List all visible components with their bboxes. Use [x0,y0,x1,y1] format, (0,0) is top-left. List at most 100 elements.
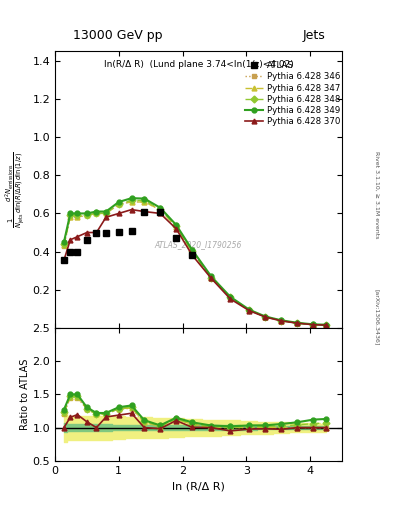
Pythia 6.428 346 [279,317,284,324]
Text: Rivet 3.1.10, ≥ 3.1M events: Rivet 3.1.10, ≥ 3.1M events [374,151,379,238]
Pythia 6.428 349 [116,199,121,205]
Pythia 6.428 349 [295,319,299,326]
Pythia 6.428 346 [62,243,66,249]
ATLAS [116,228,121,234]
Pythia 6.428 346 [323,322,328,328]
Pythia 6.428 349 [279,317,284,324]
Pythia 6.428 349 [94,208,99,215]
Pythia 6.428 349 [323,322,328,328]
Pythia 6.428 347 [158,206,163,212]
Legend: ATLAS, Pythia 6.428 346, Pythia 6.428 347, Pythia 6.428 348, Pythia 6.428 349, P: ATLAS, Pythia 6.428 346, Pythia 6.428 34… [244,59,342,127]
Pythia 6.428 348 [129,198,134,204]
Pythia 6.428 349 [158,205,163,211]
Pythia 6.428 347 [263,314,268,320]
Pythia 6.428 348 [323,322,328,328]
Pythia 6.428 349 [174,222,178,228]
Pythia 6.428 349 [75,210,80,217]
Pythia 6.428 348 [104,210,108,216]
Pythia 6.428 370 [279,318,284,324]
ATLAS [142,208,147,215]
Pythia 6.428 370 [94,229,99,236]
ATLAS [68,248,73,254]
Pythia 6.428 348 [84,212,89,218]
Pythia 6.428 348 [75,212,80,219]
Pythia 6.428 346 [228,294,233,301]
Pythia 6.428 348 [295,320,299,326]
Pythia 6.428 348 [174,223,178,229]
Pythia 6.428 346 [295,320,299,326]
Pythia 6.428 370 [263,314,268,320]
Pythia 6.428 349 [209,273,213,280]
Pythia 6.428 348 [279,317,284,324]
Y-axis label: Ratio to ATLAS: Ratio to ATLAS [20,359,29,430]
Pythia 6.428 370 [116,210,121,217]
Pythia 6.428 346 [68,214,73,220]
Pythia 6.428 348 [142,198,147,204]
Pythia 6.428 347 [94,210,99,217]
Pythia 6.428 348 [68,212,73,219]
Pythia 6.428 348 [62,241,66,247]
Pythia 6.428 348 [158,206,163,212]
Pythia 6.428 348 [228,294,233,301]
Text: Jets: Jets [303,29,326,42]
Text: [arXiv:1306.3436]: [arXiv:1306.3436] [374,289,379,346]
Pythia 6.428 370 [295,320,299,326]
Pythia 6.428 346 [190,248,195,254]
Pythia 6.428 347 [116,201,121,207]
ATLAS [158,208,163,215]
Pythia 6.428 346 [174,224,178,230]
Pythia 6.428 349 [263,313,268,319]
Pythia 6.428 370 [209,275,213,282]
Pythia 6.428 349 [129,195,134,201]
Pythia 6.428 370 [68,237,73,243]
Pythia 6.428 349 [190,247,195,253]
Pythia 6.428 348 [263,314,268,320]
Pythia 6.428 348 [116,201,121,207]
Pythia 6.428 348 [311,322,316,328]
Pythia 6.428 346 [209,275,213,281]
ATLAS [190,252,195,259]
Pythia 6.428 347 [84,212,89,219]
Pythia 6.428 370 [228,296,233,302]
Line: ATLAS: ATLAS [61,209,195,263]
Pythia 6.428 346 [311,322,316,328]
Pythia 6.428 346 [104,210,108,217]
Pythia 6.428 347 [142,199,147,205]
Pythia 6.428 346 [129,199,134,205]
Pythia 6.428 349 [84,210,89,217]
Pythia 6.428 346 [247,307,252,313]
Pythia 6.428 347 [174,224,178,230]
ATLAS [129,227,134,233]
Pythia 6.428 347 [68,214,73,220]
Line: Pythia 6.428 346: Pythia 6.428 346 [62,200,329,328]
Pythia 6.428 346 [75,214,80,220]
Pythia 6.428 370 [323,322,328,328]
ATLAS [94,229,99,236]
X-axis label: ln (R/Δ R): ln (R/Δ R) [172,481,225,491]
Pythia 6.428 346 [263,314,268,320]
Pythia 6.428 347 [228,294,233,301]
Pythia 6.428 370 [62,257,66,263]
Pythia 6.428 349 [62,239,66,245]
Pythia 6.428 348 [247,307,252,313]
Pythia 6.428 370 [75,233,80,240]
Pythia 6.428 346 [94,210,99,217]
Line: Pythia 6.428 347: Pythia 6.428 347 [62,200,329,328]
Pythia 6.428 370 [84,229,89,236]
Pythia 6.428 349 [311,321,316,327]
Text: 13000 GeV pp: 13000 GeV pp [73,29,163,42]
Pythia 6.428 347 [104,210,108,217]
Line: Pythia 6.428 348: Pythia 6.428 348 [62,198,329,327]
Pythia 6.428 346 [142,199,147,205]
ATLAS [75,248,80,254]
Pythia 6.428 348 [94,210,99,216]
Pythia 6.428 347 [279,317,284,324]
Pythia 6.428 349 [247,307,252,313]
Pythia 6.428 348 [190,248,195,254]
ATLAS [62,257,66,263]
Pythia 6.428 347 [129,199,134,205]
Pythia 6.428 346 [158,206,163,212]
Pythia 6.428 349 [104,208,108,215]
Pythia 6.428 347 [323,322,328,328]
Pythia 6.428 370 [142,208,147,215]
